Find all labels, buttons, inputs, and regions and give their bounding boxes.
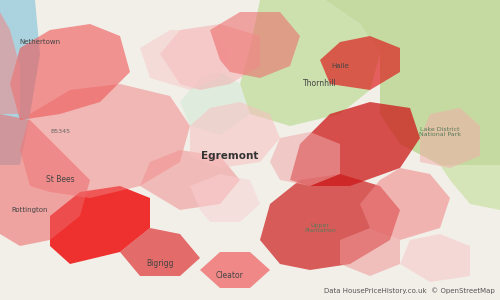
Text: B5345: B5345 [50,130,70,134]
Polygon shape [440,165,500,210]
Polygon shape [190,102,280,168]
Text: Upper
Plantation: Upper Plantation [304,223,336,233]
Polygon shape [120,228,200,276]
Text: St Bees: St Bees [46,176,74,184]
Text: Nethertown: Nethertown [20,39,60,45]
Text: Thornhill: Thornhill [303,80,337,88]
Text: Cleator: Cleator [216,272,244,280]
Polygon shape [140,150,240,210]
Polygon shape [20,84,190,198]
Text: Lake District
National Park: Lake District National Park [419,127,461,137]
Polygon shape [210,12,300,78]
Text: Egremont: Egremont [202,151,258,161]
Polygon shape [360,168,450,240]
Text: Bigrigg: Bigrigg [146,260,174,268]
Polygon shape [140,30,230,90]
Polygon shape [180,72,250,135]
Polygon shape [260,174,400,270]
Text: Data HousePriceHistory.co.uk  © OpenStreetMap: Data HousePriceHistory.co.uk © OpenStree… [324,287,495,294]
Polygon shape [0,114,90,246]
Polygon shape [320,36,400,90]
Polygon shape [10,24,130,120]
Polygon shape [0,0,40,165]
Text: Rottington: Rottington [12,207,48,213]
Polygon shape [200,252,270,288]
Text: Haile: Haile [331,63,349,69]
Polygon shape [50,186,150,264]
Polygon shape [420,108,480,168]
Polygon shape [190,174,260,222]
Polygon shape [240,0,380,126]
Polygon shape [340,228,400,276]
Polygon shape [160,24,260,90]
Polygon shape [325,0,500,165]
Polygon shape [400,234,470,282]
Polygon shape [0,12,20,114]
Polygon shape [270,132,340,186]
Polygon shape [290,102,420,186]
